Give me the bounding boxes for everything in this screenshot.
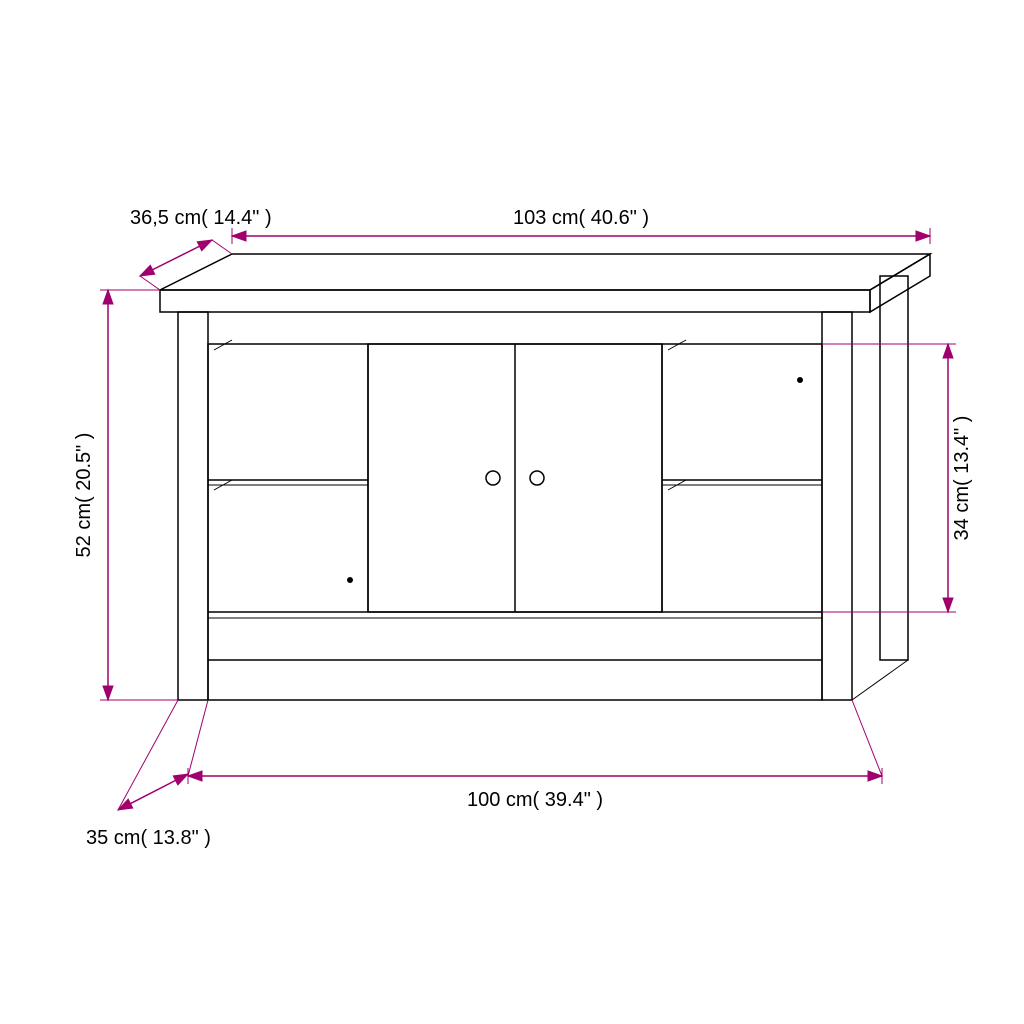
svg-text:100 cm( 39.4" ): 100 cm( 39.4" ) [467, 789, 603, 811]
svg-text:103 cm( 40.6" ): 103 cm( 40.6" ) [513, 207, 649, 229]
svg-text:52 cm( 20.5" ): 52 cm( 20.5" ) [73, 433, 95, 558]
svg-text:34 cm( 13.4" ): 34 cm( 13.4" ) [951, 416, 973, 541]
svg-text:36,5 cm( 14.4" ): 36,5 cm( 14.4" ) [130, 207, 272, 229]
svg-text:35 cm( 13.8" ): 35 cm( 13.8" ) [86, 827, 211, 849]
